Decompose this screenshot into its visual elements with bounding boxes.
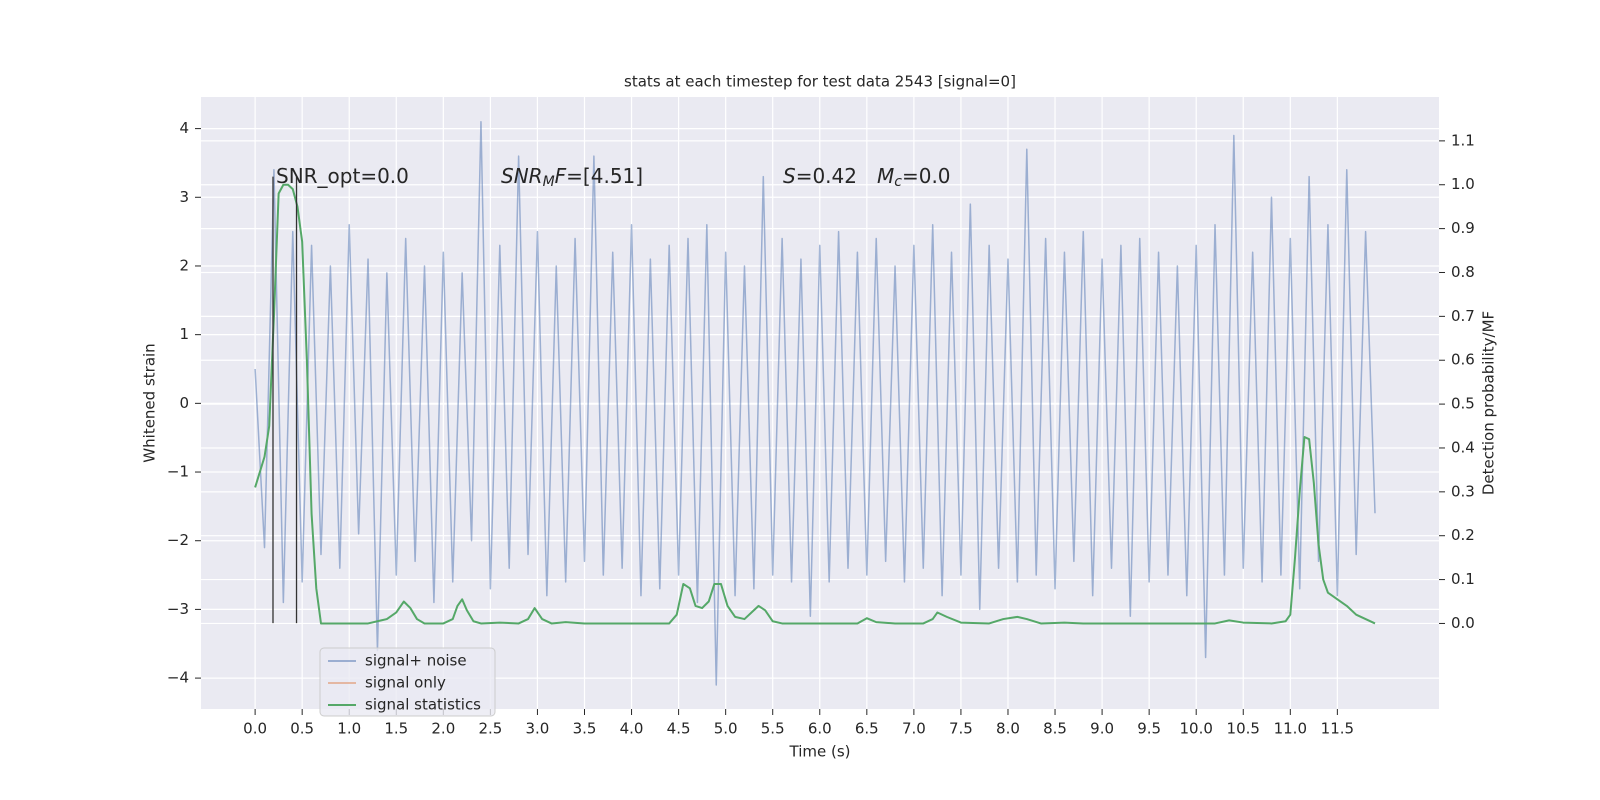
y-tick-label: 0 xyxy=(179,394,189,412)
y2-tick-label: 0.2 xyxy=(1451,526,1475,544)
y2-tick-label: 1.0 xyxy=(1451,175,1475,193)
x-tick-label: 4.5 xyxy=(667,720,691,738)
annotation: S=0.42 xyxy=(783,164,857,188)
y-tick-label: −4 xyxy=(167,669,189,687)
y-tick-label: −3 xyxy=(167,600,189,618)
series-line xyxy=(254,183,1376,625)
x-tick-label: 7.0 xyxy=(902,720,926,738)
legend-label: signal+ noise xyxy=(365,652,467,670)
y2-tick-label: 0.1 xyxy=(1451,570,1475,588)
y2-tick-label: 0.4 xyxy=(1451,438,1475,456)
y-axis-label: Whitened strain xyxy=(141,343,159,462)
annotation-part: =[4.51] xyxy=(566,164,643,188)
x-tick-label: 7.5 xyxy=(949,720,973,738)
x-tick-label: 9.0 xyxy=(1090,720,1114,738)
x-tick-label: 3.5 xyxy=(573,720,597,738)
x-tick-label: 2.0 xyxy=(431,720,455,738)
annotation-part: =0.42 xyxy=(796,164,857,188)
y2-tick-label: 0.5 xyxy=(1451,395,1475,413)
y2-tick-label: 0.6 xyxy=(1451,351,1475,369)
x-tick-label: 11.5 xyxy=(1321,720,1354,738)
annotation-part: M xyxy=(877,164,894,188)
annotation: SNR_opt=0.0 xyxy=(276,164,409,188)
y2-tick-label: 0.3 xyxy=(1451,482,1475,500)
x-tick-label: 0.0 xyxy=(243,720,267,738)
annotation-part: =0.0 xyxy=(902,164,951,188)
x-tick-label: 4.0 xyxy=(620,720,644,738)
annotation: Mc=0.0 xyxy=(877,164,951,191)
annotation-part: SNR xyxy=(501,164,543,188)
x-tick-label: 1.0 xyxy=(337,720,361,738)
legend-label: signal only xyxy=(365,674,446,692)
x-tick-label: 11.0 xyxy=(1274,720,1307,738)
x-tick-label: 2.5 xyxy=(478,720,502,738)
y2-tick-label: 0.0 xyxy=(1451,614,1475,632)
x-tick-label: 8.5 xyxy=(1043,720,1067,738)
y2-tick-label: 0.9 xyxy=(1451,219,1475,237)
y-tick-label: −1 xyxy=(167,463,189,481)
y2-tick-label: 1.1 xyxy=(1451,131,1475,149)
y-tick-label: 3 xyxy=(179,188,189,206)
x-tick-label: 0.5 xyxy=(290,720,314,738)
x-tick-label: 6.5 xyxy=(855,720,879,738)
annotation: SNRMF=[4.51] xyxy=(501,164,643,191)
x-tick-label: 10.5 xyxy=(1227,720,1260,738)
x-tick-label: 6.0 xyxy=(808,720,832,738)
y2-axis-label: Detection probability/MF xyxy=(1480,311,1498,495)
x-tick-label: 5.0 xyxy=(714,720,738,738)
y-tick-label: 2 xyxy=(179,256,189,274)
annotation-part: S xyxy=(783,164,796,188)
x-tick-label: 3.0 xyxy=(526,720,550,738)
y-tick-label: −2 xyxy=(167,531,189,549)
x-tick-label: 10.0 xyxy=(1179,720,1212,738)
y-tick-label: 4 xyxy=(179,119,189,137)
x-axis-label: Time (s) xyxy=(789,743,851,761)
y-tick-label: 1 xyxy=(179,325,189,343)
annotation-part: M xyxy=(543,174,555,190)
chart-title: stats at each timestep for test data 254… xyxy=(624,73,1016,91)
legend-label: signal statistics xyxy=(365,696,481,714)
y2-tick-label: 0.7 xyxy=(1451,307,1475,325)
x-tick-label: 5.5 xyxy=(761,720,785,738)
series-line xyxy=(254,120,1376,686)
x-tick-label: 8.0 xyxy=(996,720,1020,738)
x-tick-label: 9.5 xyxy=(1137,720,1161,738)
legend-box xyxy=(319,647,496,717)
annotation-part: SNR_opt=0.0 xyxy=(276,164,409,188)
annotation-part: c xyxy=(894,174,902,190)
annotation-part: F xyxy=(555,164,567,188)
y2-tick-label: 0.8 xyxy=(1451,263,1475,281)
x-tick-label: 1.5 xyxy=(384,720,408,738)
